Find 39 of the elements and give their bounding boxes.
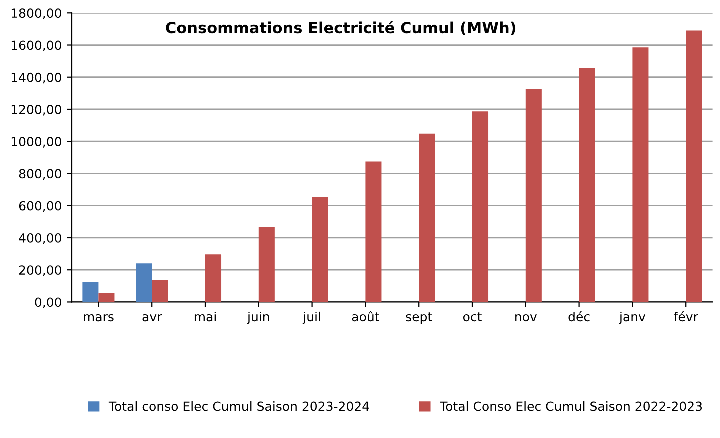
legend-label: Total conso Elec Cumul Saison 2023-2024 (108, 402, 370, 412)
x-tick-label: nov (516, 314, 538, 322)
y-tick-label: 1800,00 (12, 8, 62, 20)
y-tick-label: 1200,00 (12, 104, 62, 116)
y-tick-label: 400,00 (19, 233, 62, 244)
bar (526, 89, 542, 302)
x-tick-label: mars (84, 314, 114, 322)
y-tick-label: 1000,00 (12, 137, 62, 148)
chart-title: Consommations Electricité Cumul (MWh) (166, 21, 516, 36)
x-tick-label: déc (568, 311, 590, 322)
y-tick-label: 800,00 (19, 169, 62, 180)
legend-label: Total Conso Elec Cumul Saison 2022-2023 (440, 402, 702, 412)
y-tick-label: 200,00 (19, 266, 62, 276)
x-tick-label: sept (406, 312, 432, 324)
y-tick-label: 1400,00 (12, 72, 62, 84)
x-tick-label: août (352, 311, 380, 322)
bar (366, 162, 382, 302)
bar (136, 264, 152, 302)
y-tick-label: 0,00 (35, 298, 62, 308)
bar (472, 112, 489, 302)
bar (686, 30, 702, 302)
y-tick-label: 600,00 (19, 201, 62, 212)
bar (579, 68, 596, 302)
bar (82, 282, 99, 302)
x-tick-label: oct (463, 312, 482, 322)
bar (632, 48, 649, 302)
x-tick-label: juil (302, 312, 320, 324)
bar (419, 134, 436, 302)
bar (312, 197, 328, 302)
x-tick-label: avr (142, 314, 162, 322)
bar (98, 293, 115, 302)
bar (206, 254, 222, 302)
bar (258, 227, 275, 302)
x-tick-label: janv (619, 312, 646, 324)
x-tick-label: juin (247, 312, 270, 324)
y-tick-label: 1600,00 (12, 40, 62, 52)
x-tick-label: mai (194, 312, 216, 322)
bar (152, 280, 168, 302)
x-tick-label: févr (674, 311, 698, 322)
